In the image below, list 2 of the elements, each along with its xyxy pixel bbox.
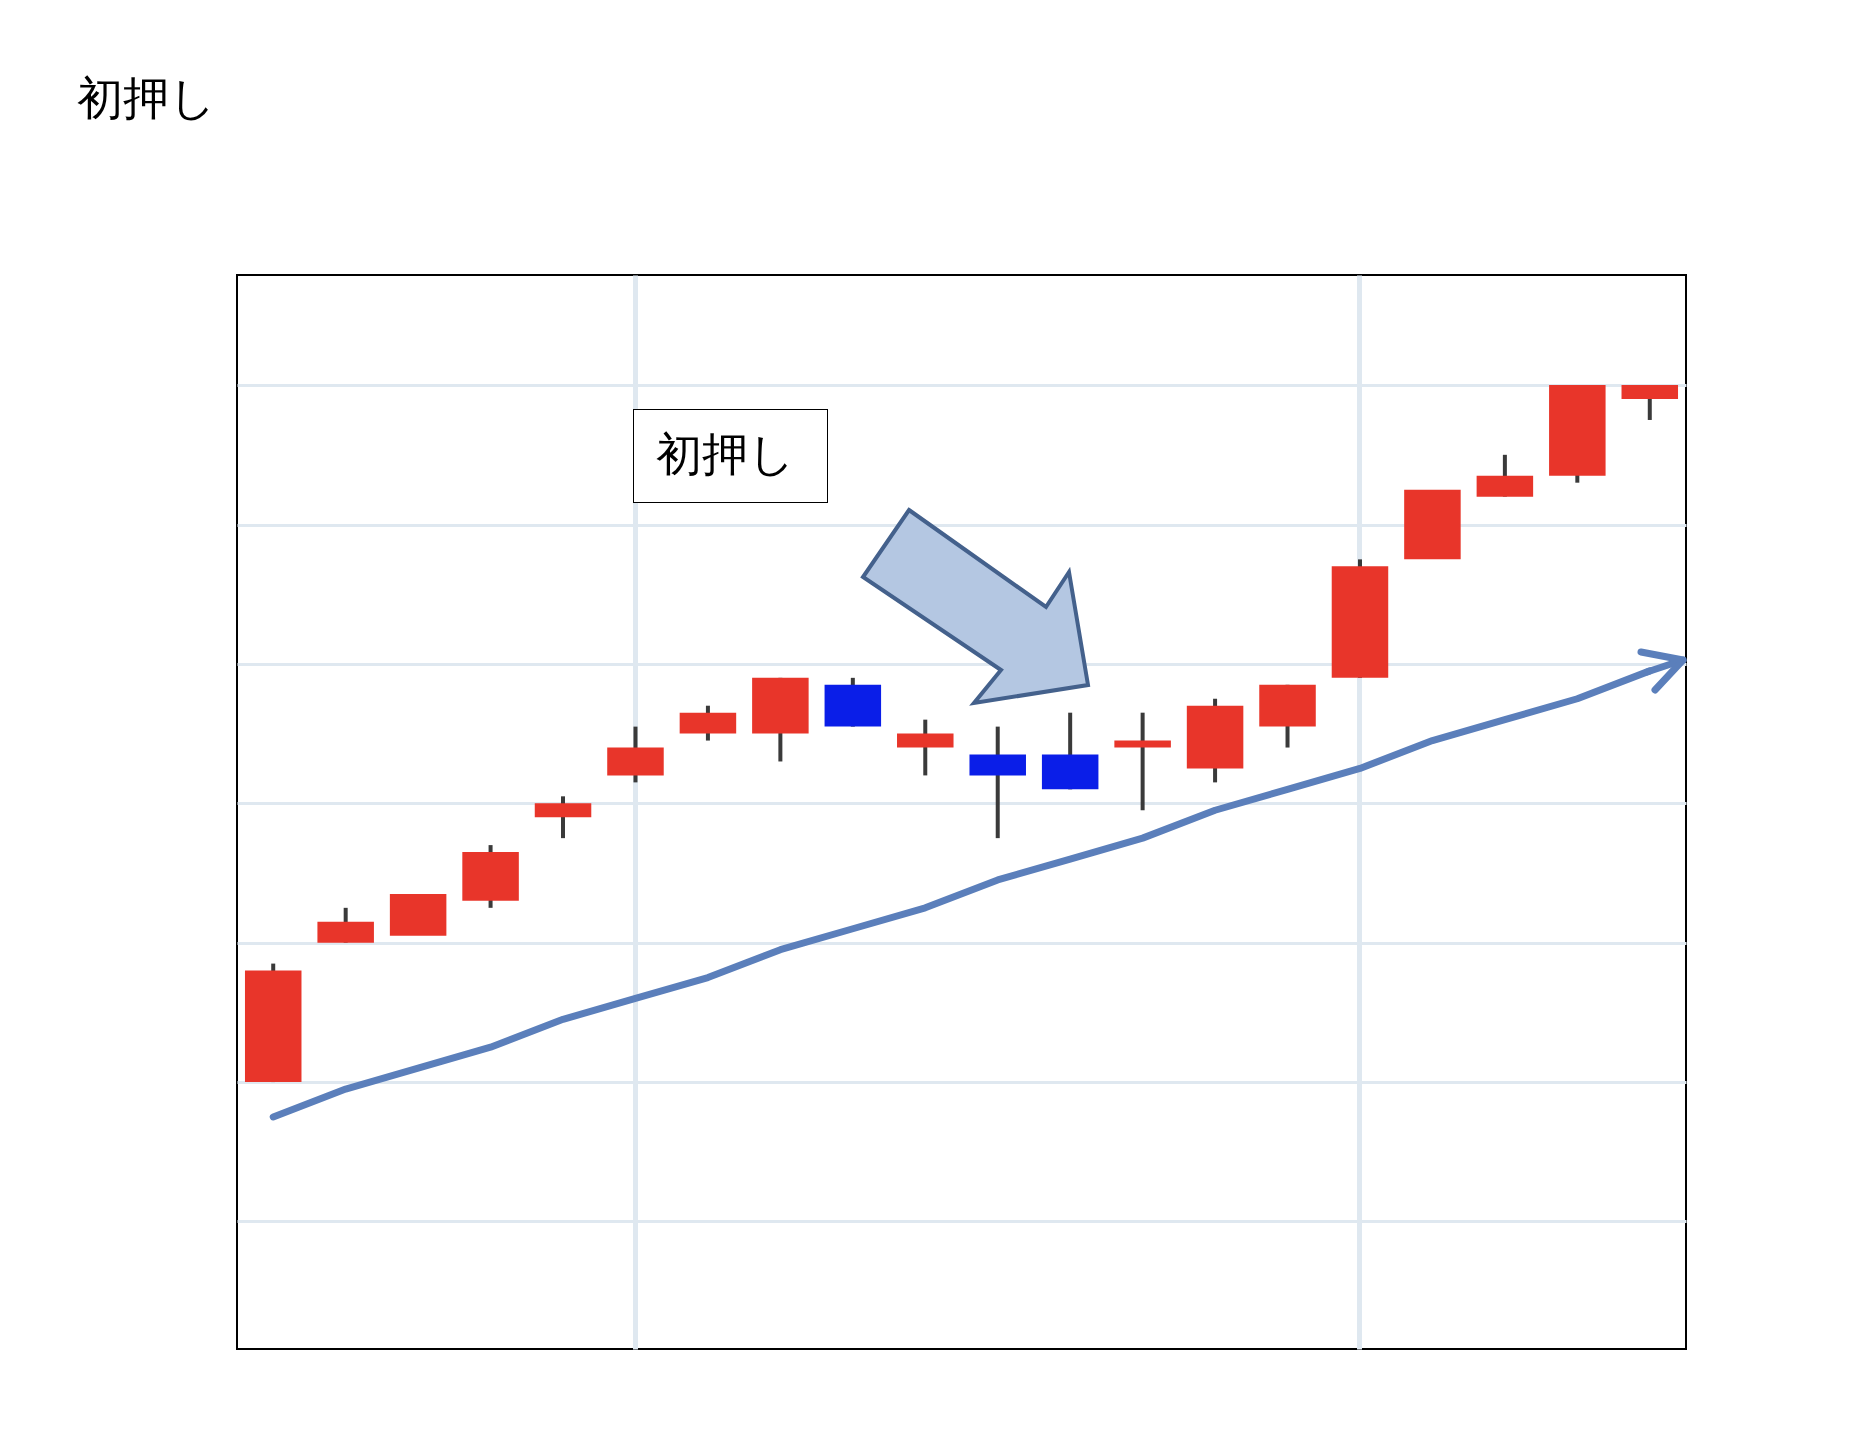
chart-title: 初押し xyxy=(77,70,216,127)
annotation: 初押し xyxy=(633,409,828,503)
